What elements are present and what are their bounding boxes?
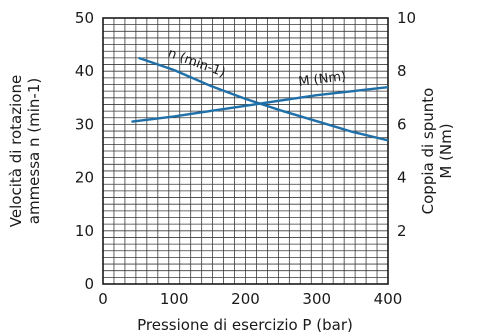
x-tick-label: 100: [160, 290, 189, 308]
tick-labels: 0 100 200 300 400 0 10 20 30 40 50 2 4 6 8 10: [75, 9, 416, 308]
chart-grid: [103, 18, 388, 284]
y-axis-right-label: Coppia di spuntoM (Nm): [419, 88, 455, 215]
plot-frame: [102, 17, 389, 285]
x-tick-label: 0: [98, 290, 108, 308]
axis-label-line: Velocità di rotazione: [7, 75, 25, 227]
y-left-tick-label: 0: [84, 275, 94, 293]
y-right-tick-label: 10: [397, 9, 416, 27]
axis-label-line: M (Nm): [437, 123, 455, 178]
y-right-tick-label: 2: [397, 222, 407, 240]
y-left-tick-label: 10: [75, 222, 94, 240]
y-left-tick-label: 20: [75, 169, 94, 187]
y-right-tick-label: 8: [397, 62, 407, 80]
y-right-tick-label: 4: [397, 169, 407, 187]
y-left-tick-label: 40: [75, 62, 94, 80]
axis-label-line: Coppia di spunto: [419, 88, 437, 215]
x-tick-label: 400: [374, 290, 403, 308]
x-tick-label: 300: [302, 290, 331, 308]
x-axis-label: Pressione di esercizio P (bar): [137, 316, 353, 334]
y-left-tick-label: 50: [75, 9, 94, 27]
series-line: [138, 56, 389, 142]
series-label-m: M (Nm): [298, 69, 347, 90]
series-line: [131, 85, 389, 123]
y-left-tick-label: 30: [75, 115, 94, 133]
y-right-tick-label: 6: [397, 115, 407, 133]
x-tick-label: 200: [231, 290, 260, 308]
y-axis-left-label: Velocità di rotazioneammessa n (min-1): [7, 75, 43, 227]
series-lines: n (min-1) M (Nm): [131, 46, 389, 142]
axis-label-line: ammessa n (min-1): [25, 78, 43, 224]
